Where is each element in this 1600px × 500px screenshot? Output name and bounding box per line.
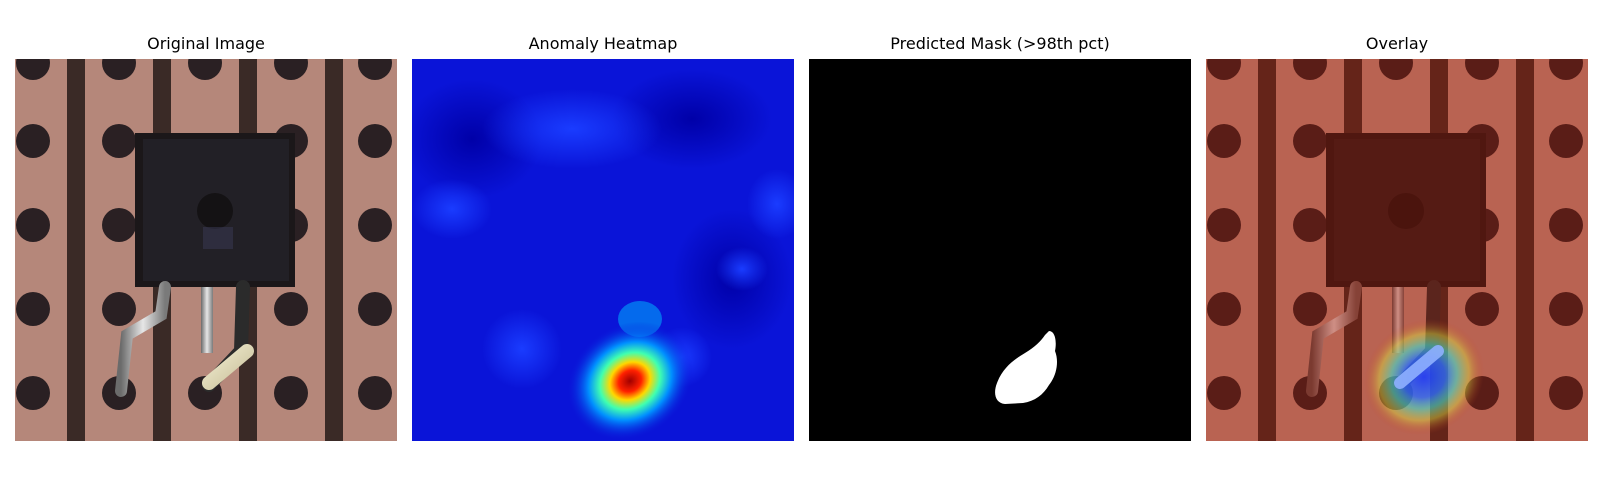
original-image xyxy=(15,59,397,441)
overlay-image xyxy=(1206,59,1588,441)
panel-title: Anomaly Heatmap xyxy=(412,34,794,54)
predicted-mask xyxy=(809,59,1191,441)
panel-heatmap: Anomaly Heatmap xyxy=(412,0,794,500)
panel-mask: Predicted Mask (>98th pct) xyxy=(809,0,1191,500)
panel-title: Original Image xyxy=(15,34,397,54)
anomaly-heatmap xyxy=(412,59,794,441)
panel-title: Overlay xyxy=(1206,34,1588,54)
panel-title: Predicted Mask (>98th pct) xyxy=(809,34,1191,54)
panel-overlay: Overlay xyxy=(1206,0,1588,500)
panel-original: Original Image xyxy=(15,0,397,500)
